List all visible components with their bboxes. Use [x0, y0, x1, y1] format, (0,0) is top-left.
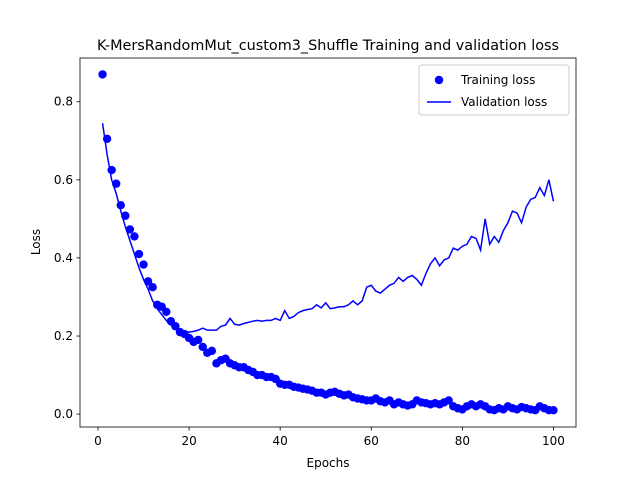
x-tick-label: 60 — [364, 434, 379, 448]
x-tick-label: 40 — [273, 434, 288, 448]
y-tick-label: 0.4 — [54, 251, 73, 265]
training-point — [130, 232, 139, 241]
training-point — [193, 335, 203, 345]
y-tick-label: 0.6 — [54, 173, 73, 187]
x-tick-label: 100 — [542, 434, 565, 448]
training-point — [125, 225, 135, 234]
validation-line — [101, 123, 555, 333]
x-tick-label: 80 — [455, 434, 470, 448]
training-point — [207, 346, 217, 356]
training-point — [444, 396, 453, 405]
x-axis-label: Epochs — [307, 456, 350, 470]
legend-box — [418, 64, 570, 116]
y-tick-label: 0.2 — [54, 329, 73, 343]
y-tick-label: 0.8 — [54, 95, 73, 109]
plot-frame — [79, 57, 577, 428]
training-point — [162, 307, 171, 317]
training-point — [549, 406, 558, 415]
training-point — [198, 342, 207, 352]
x-tick-label: 20 — [181, 434, 196, 448]
legend-label: Validation loss — [461, 95, 547, 109]
legend-marker — [434, 75, 444, 85]
y-tick-label: 0.0 — [54, 407, 73, 421]
training-point — [98, 70, 107, 79]
legend-label: Training loss — [460, 73, 535, 87]
training-point — [148, 283, 157, 292]
y-axis-label: Loss — [29, 229, 43, 255]
training-point — [134, 249, 144, 259]
chart-title: K-MersRandomMut_custom3_Shuffle Training… — [97, 38, 559, 54]
training-point — [139, 260, 148, 269]
x-tick-label: 0 — [94, 434, 102, 448]
